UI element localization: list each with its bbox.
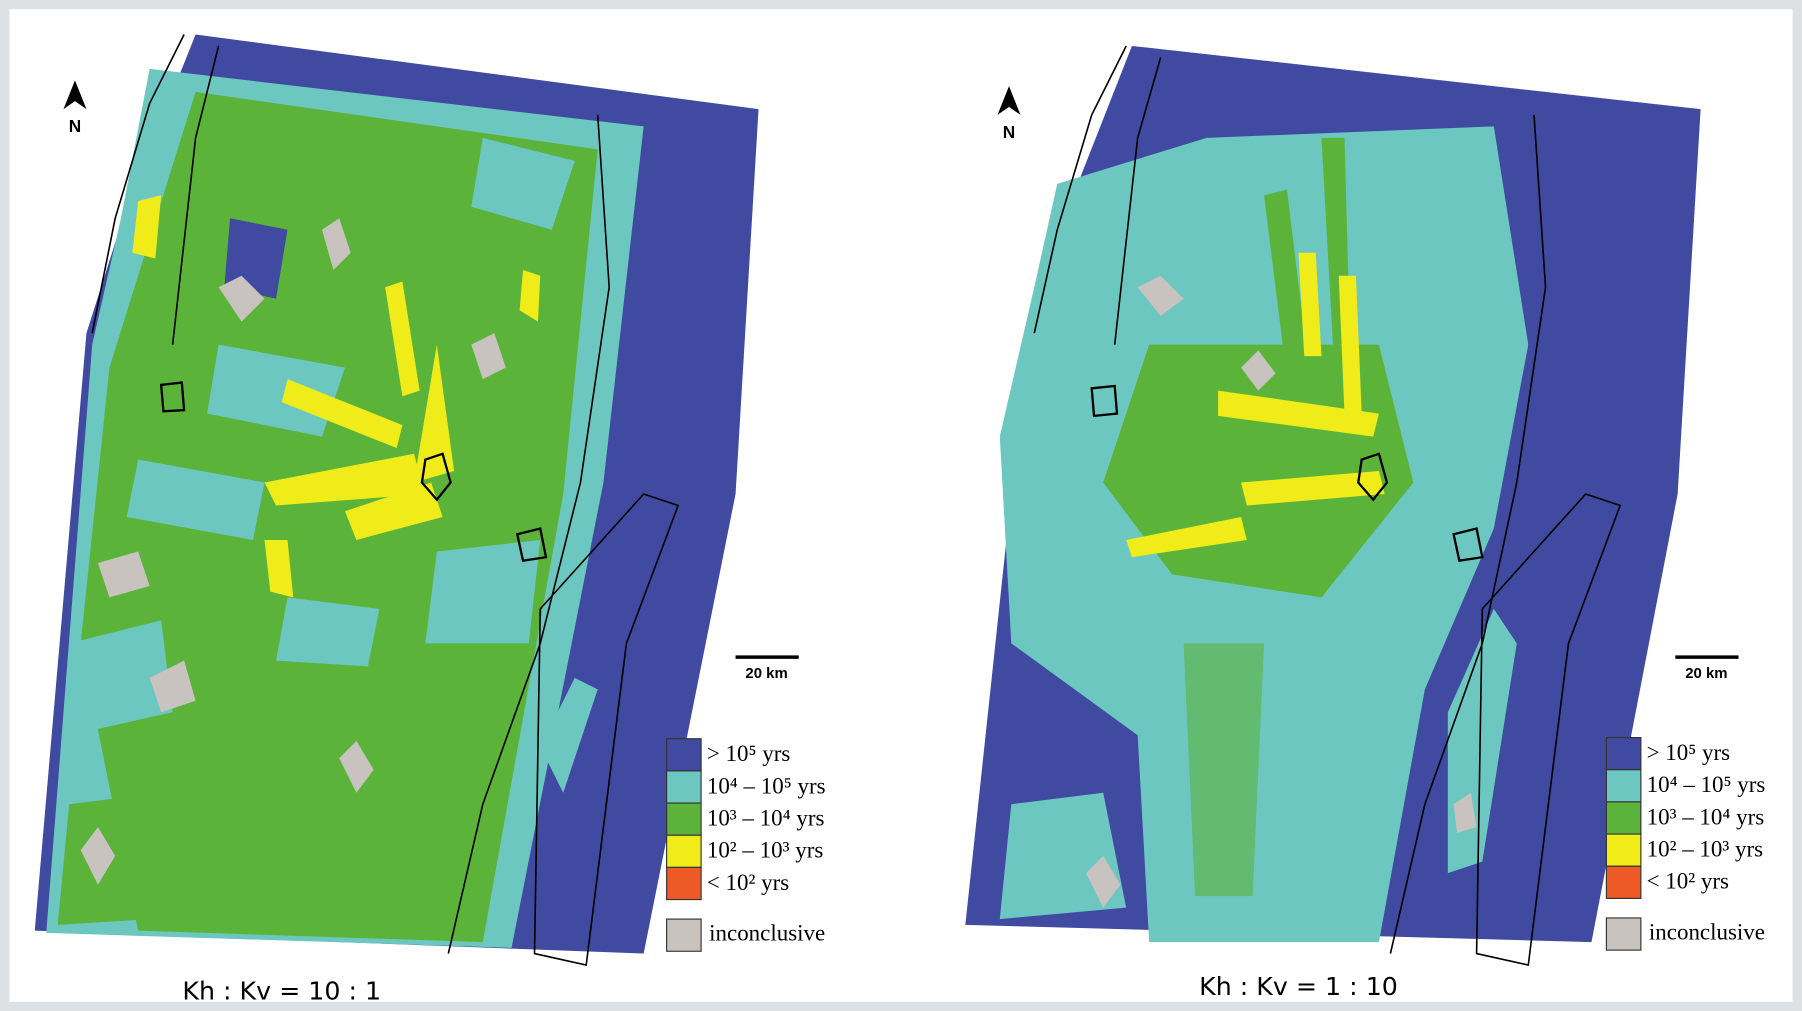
page: N 20 km > 10⁵ yrs 10⁴ – 10⁵ yrs 10³ – 10⁴ yr… <box>0 0 1802 1011</box>
legend-swatch <box>1606 770 1640 802</box>
map-left <box>35 34 759 965</box>
legend-swatch <box>667 739 701 771</box>
figure: N 20 km > 10⁵ yrs 10⁴ – 10⁵ yrs 10³ – 10⁴ yr… <box>0 0 1802 1011</box>
map-right <box>965 46 1700 965</box>
legend-label: > 10⁵ yrs <box>707 741 791 766</box>
legend-swatch <box>667 867 701 899</box>
north-label: N <box>69 116 81 136</box>
legend-swatch <box>667 919 701 951</box>
legend-label: 10⁴ – 10⁵ yrs <box>1647 772 1766 797</box>
scale-label: 20 km <box>745 665 787 682</box>
legend-label: > 10⁵ yrs <box>1647 740 1731 765</box>
legend-swatch <box>667 803 701 835</box>
legend-label: inconclusive <box>709 920 825 945</box>
legend-label: 10² – 10³ yrs <box>1647 837 1764 862</box>
north-label: N <box>1003 122 1015 142</box>
legend-swatch <box>1606 834 1640 866</box>
legend-label: < 10² yrs <box>707 870 789 895</box>
legend-swatch <box>667 835 701 867</box>
legend-label: inconclusive <box>1649 919 1765 944</box>
scale-label: 20 km <box>1685 665 1727 682</box>
legend-label: 10⁴ – 10⁵ yrs <box>707 773 826 798</box>
legend-label: < 10² yrs <box>1647 869 1729 894</box>
legend-swatch <box>1606 738 1640 770</box>
legend-swatch <box>1606 866 1640 898</box>
legend-label: 10³ – 10⁴ yrs <box>1647 804 1765 829</box>
caption: Kh : Kv = 1 : 10 <box>1199 972 1398 1001</box>
legend-swatch <box>1606 802 1640 834</box>
caption: Kh : Kv = 10 : 1 <box>182 977 381 1006</box>
legend-swatch <box>667 771 701 803</box>
legend-swatch <box>1606 918 1640 950</box>
legend-label: 10³ – 10⁴ yrs <box>707 806 825 831</box>
legend-label: 10² – 10³ yrs <box>707 838 824 863</box>
